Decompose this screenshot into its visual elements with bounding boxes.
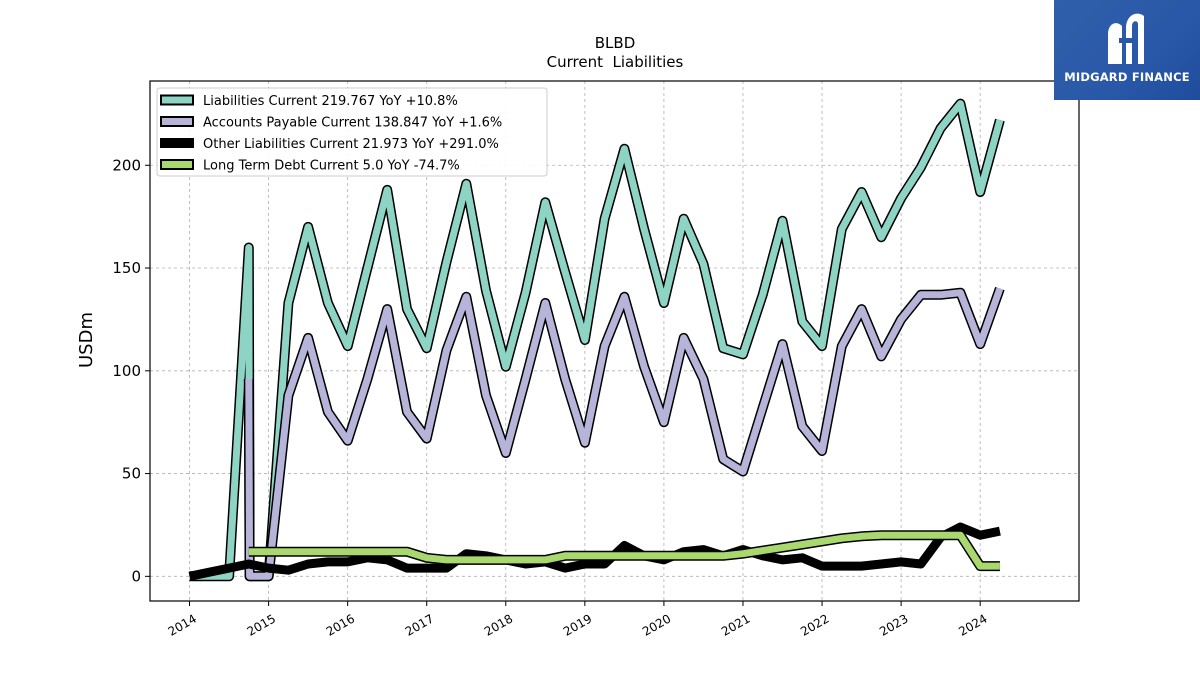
legend: Liabilities Current 219.767 YoY +10.8% Ac… [156, 87, 548, 177]
legend-swatch [160, 138, 194, 148]
series-lines [188, 98, 1005, 582]
legend-label: Accounts Payable Current 138.847 YoY +1.… [203, 116, 502, 131]
logo-mark-icon [1108, 13, 1144, 64]
chart-subtitle: Current Liabilities [547, 53, 684, 71]
series-line-3 [248, 531, 1000, 570]
x-tick-label: 2024 [956, 611, 989, 638]
y-tick-label: 150 [112, 259, 141, 277]
legend-label: Other Liabilities Current 21.973 YoY +29… [203, 137, 499, 152]
x-tick-label: 2014 [166, 611, 199, 638]
y-tick-label: 200 [112, 156, 141, 174]
x-tick-label: 2023 [877, 611, 910, 638]
series-line-2 [188, 522, 1001, 581]
y-axis-label: USDm [76, 312, 97, 368]
legend-swatch [160, 116, 194, 127]
x-tick-label: 2019 [561, 611, 594, 638]
y-tick-label: 0 [131, 567, 141, 585]
legend-box [156, 87, 548, 177]
series-line-0 [189, 100, 1004, 580]
midgard-finance-logo: MIDGARD FINANCE [1054, 0, 1200, 100]
legend-label: Liabilities Current 219.767 YoY +10.8% [203, 94, 458, 109]
x-tick-label: 2020 [640, 611, 673, 638]
x-tick-label: 2015 [245, 611, 278, 638]
chart-title: BLBD [595, 34, 636, 52]
plot-frame [149, 80, 1080, 602]
y-tick-label: 50 [122, 465, 141, 483]
series-line-1 [245, 287, 1004, 580]
legend-label: Long Term Debt Current 5.0 YoY -74.7% [203, 159, 460, 174]
y-tick-label: 100 [112, 362, 141, 380]
x-tick-label: 2016 [324, 611, 357, 638]
legend-swatch [160, 94, 194, 106]
logo-text: MIDGARD FINANCE [1064, 70, 1190, 84]
x-tick-label: 2022 [798, 611, 831, 638]
legend-swatch [160, 159, 194, 170]
x-tick-label: 2017 [403, 611, 436, 638]
x-tick-label: 2021 [719, 611, 752, 638]
x-tick-label: 2018 [482, 611, 515, 638]
